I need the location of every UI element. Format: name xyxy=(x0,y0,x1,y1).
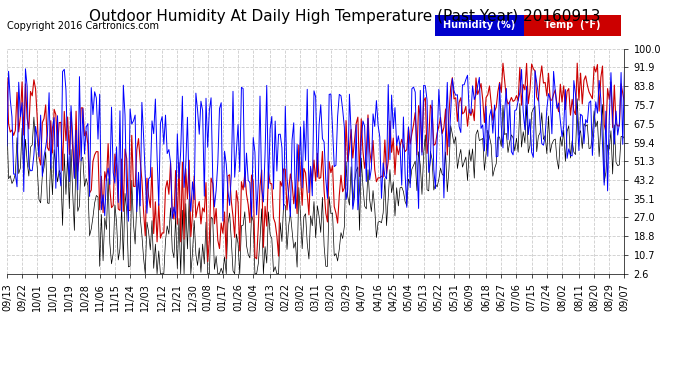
Text: Outdoor Humidity At Daily High Temperature (Past Year) 20160913: Outdoor Humidity At Daily High Temperatu… xyxy=(89,9,601,24)
Bar xyxy=(435,15,524,36)
Text: Humidity (%): Humidity (%) xyxy=(443,20,515,30)
Text: Temp  (°F): Temp (°F) xyxy=(544,20,601,30)
Text: Copyright 2016 Cartronics.com: Copyright 2016 Cartronics.com xyxy=(7,21,159,31)
Bar xyxy=(524,15,621,36)
